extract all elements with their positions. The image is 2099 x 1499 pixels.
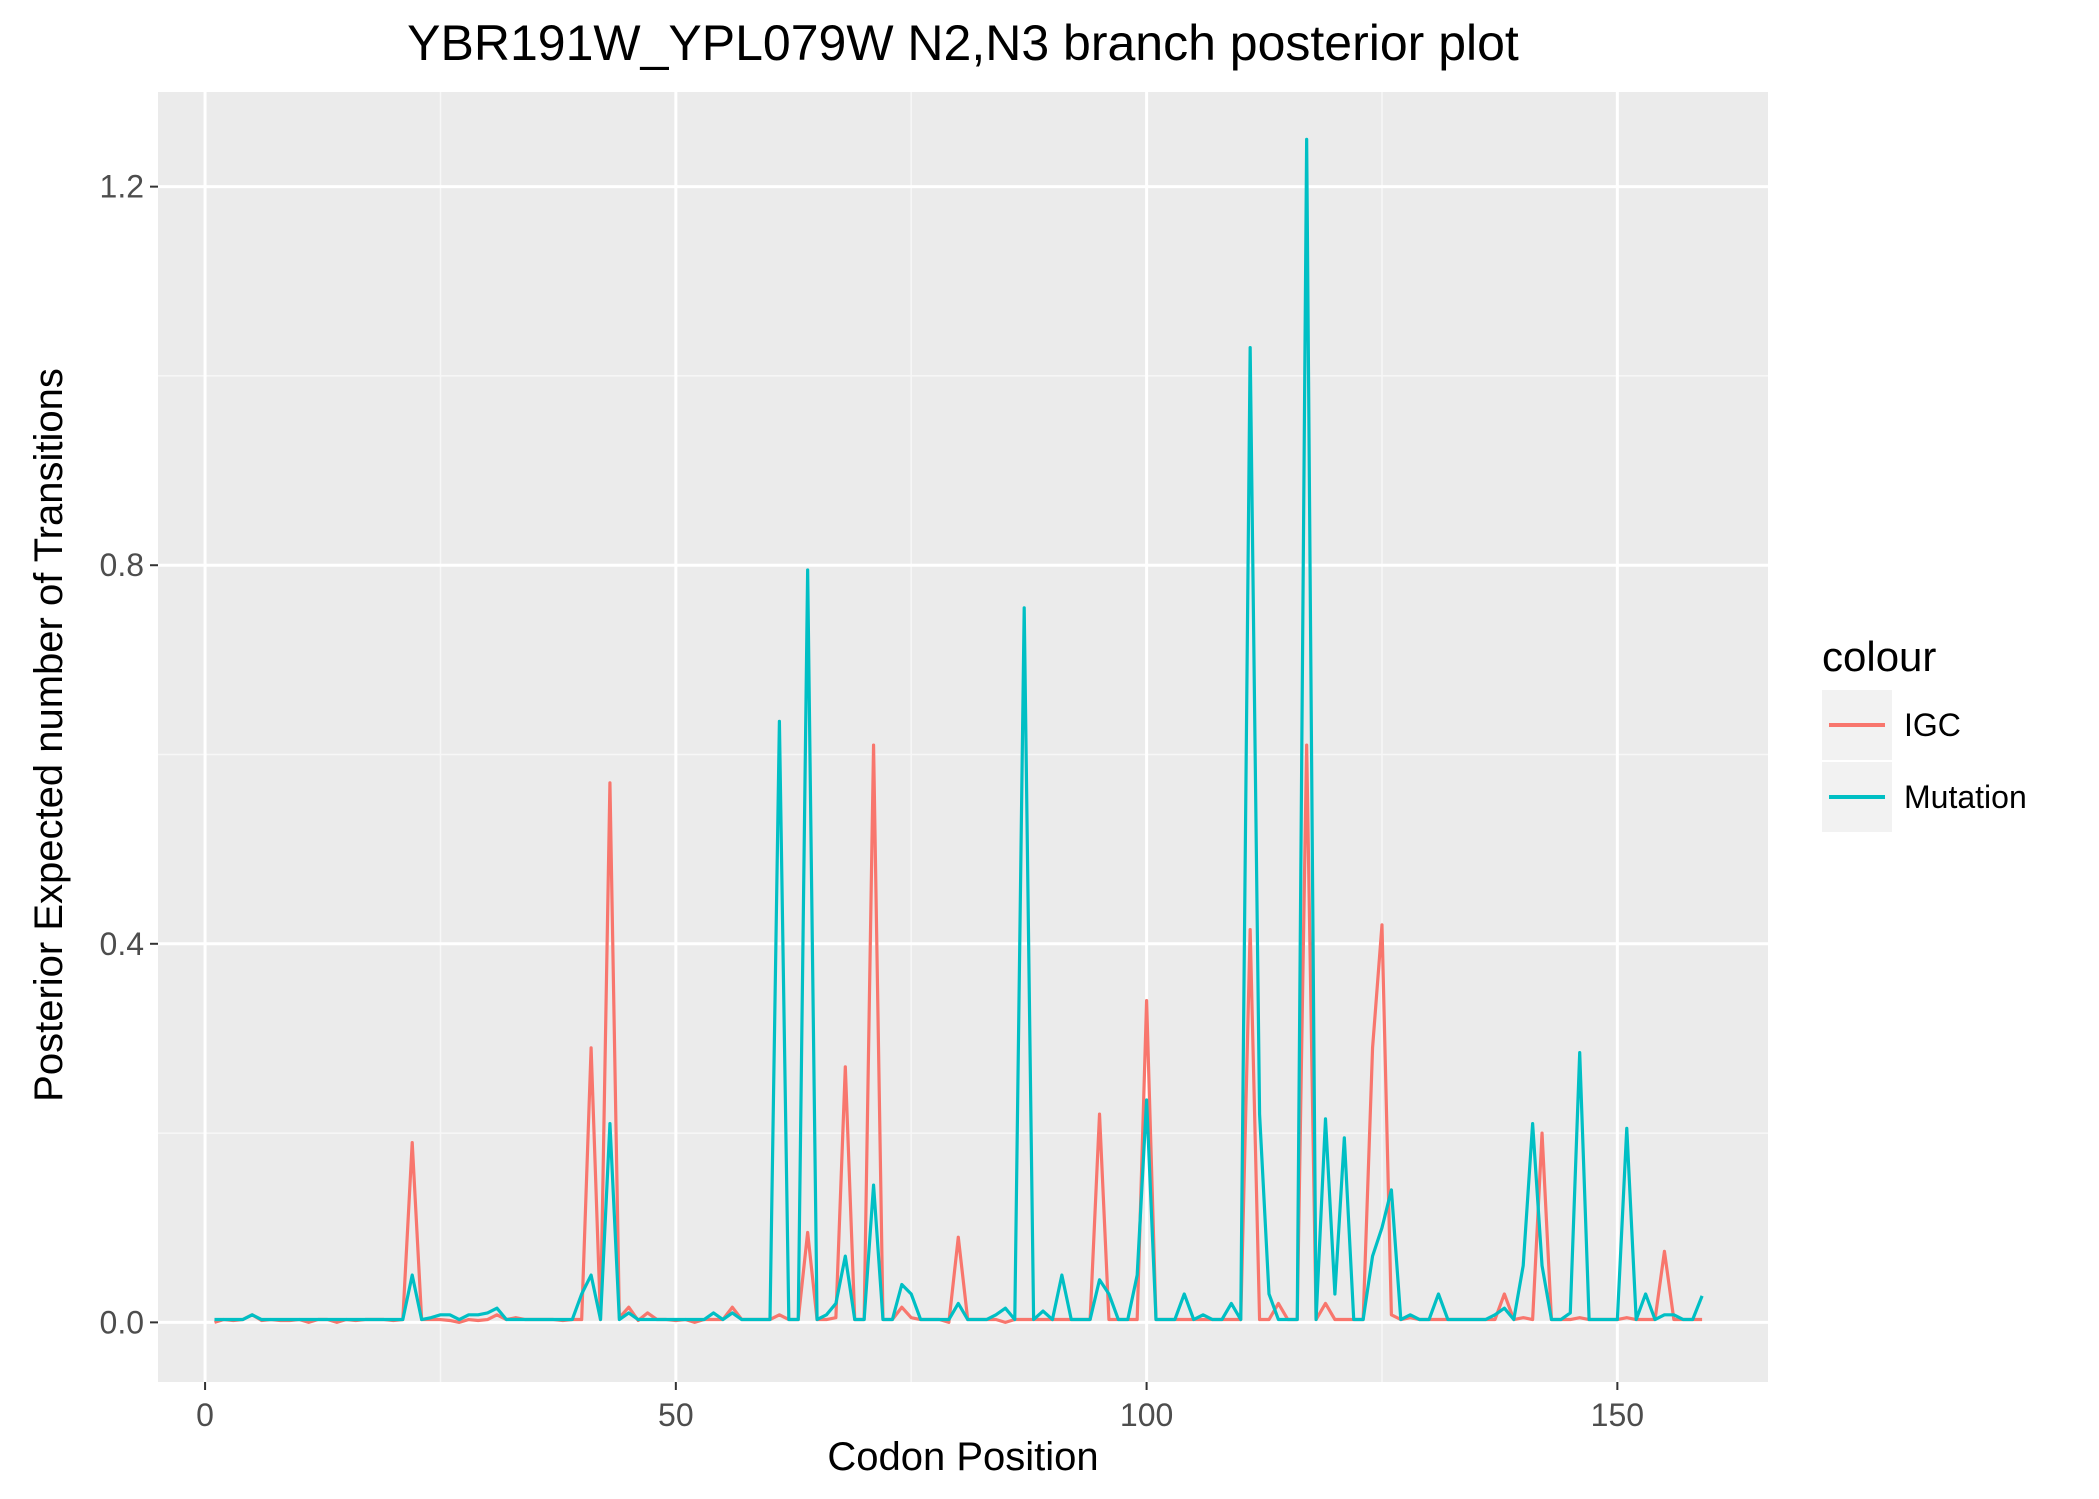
x-tick-label: 0 <box>196 1397 214 1433</box>
legend: colour IGC Mutation <box>1822 633 2027 832</box>
x-tick-label: 100 <box>1120 1397 1173 1433</box>
y-tick-label: 1.2 <box>100 169 144 205</box>
legend-label: IGC <box>1904 707 1961 743</box>
x-tick-label: 50 <box>658 1397 694 1433</box>
x-axis-title: Codon Position <box>827 1435 1098 1479</box>
series-line-mutation <box>214 137 1704 1322</box>
plot-panel <box>158 92 1768 1382</box>
legend-title: colour <box>1822 633 1936 680</box>
legend-label: Mutation <box>1904 779 2027 815</box>
y-tick-label: 0.8 <box>100 547 144 583</box>
y-tick-label: 0.0 <box>100 1304 144 1340</box>
x-tick-label: 150 <box>1591 1397 1644 1433</box>
series-layer <box>214 137 1704 1324</box>
chart-title: YBR191W_YPL079W N2,N3 branch posterior p… <box>407 15 1519 71</box>
y-axis-title: Posterior Expected number of Transitions <box>27 368 71 1102</box>
y-tick-label: 0.4 <box>100 926 144 962</box>
axis-ticks: 0 50 100 150 0.0 0.4 0.8 1.2 <box>100 169 1645 1433</box>
grid-lines <box>158 92 1768 1382</box>
